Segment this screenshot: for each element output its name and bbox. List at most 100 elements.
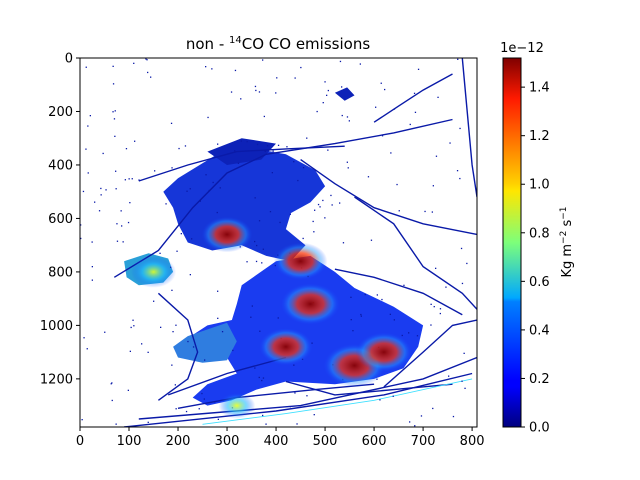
y-tick-label: 0 [65, 52, 73, 67]
speckle [171, 167, 173, 169]
speckle [258, 220, 261, 222]
speckle [160, 326, 162, 328]
speckle [286, 146, 288, 148]
speckle [457, 58, 459, 60]
speckle [207, 116, 209, 119]
speckle [414, 425, 416, 427]
speckle [296, 423, 298, 425]
speckle [254, 367, 256, 369]
speckle [327, 89, 329, 92]
colorbar-label: Kg m−2 s−1 [559, 206, 575, 277]
speckle [294, 77, 296, 79]
speckle [313, 231, 315, 233]
hotspot [130, 256, 177, 288]
speckle [339, 60, 342, 63]
speckle [147, 351, 149, 353]
speckle [91, 279, 93, 281]
speckle [439, 308, 442, 310]
x-tick-label: 800 [460, 434, 485, 449]
shipping-lane-bright [202, 378, 473, 425]
speckle [240, 140, 242, 142]
speckle [261, 379, 263, 382]
speckle [111, 399, 113, 402]
speckle [435, 267, 437, 269]
speckle [431, 211, 433, 213]
speckle [352, 330, 354, 332]
speckle [147, 71, 149, 74]
speckle [82, 190, 85, 193]
speckle [275, 92, 277, 94]
colorbar-ticks: 0.0 0.2 0.4 0.6 0.8 1.0 1.2 1.4 [521, 81, 550, 436]
speckle [250, 316, 252, 318]
speckle [459, 127, 461, 130]
speckle [276, 77, 278, 79]
speckle [433, 306, 435, 308]
speckle [146, 59, 148, 61]
speckle [254, 240, 256, 243]
colorbar-tick-label: 0.8 [529, 226, 550, 241]
speckle [205, 66, 207, 68]
y-tick-label: 600 [48, 212, 73, 227]
speckle [130, 326, 132, 329]
speckle [251, 305, 253, 307]
speckle [297, 179, 299, 182]
speckle [430, 303, 432, 305]
speckle [94, 201, 96, 203]
colorbar-tick-label: 1.0 [529, 178, 550, 193]
speckle [115, 423, 117, 425]
speckle [392, 395, 394, 397]
speckle [437, 96, 439, 98]
landmass-wales [173, 322, 237, 363]
speckle [272, 150, 274, 152]
speckle [313, 414, 315, 416]
speckle [432, 407, 434, 410]
speckle [326, 94, 328, 96]
speckle [122, 241, 124, 243]
speckle [129, 202, 131, 204]
speckle [131, 178, 133, 180]
speckle [370, 239, 373, 241]
speckle [376, 294, 378, 296]
colorbar-gradient [503, 58, 521, 427]
speckle [115, 170, 117, 172]
speckle [379, 399, 381, 401]
speckle [416, 335, 419, 337]
speckle [324, 217, 326, 219]
speckle [87, 125, 89, 127]
speckle [132, 319, 134, 321]
colorbar: 0.0 0.2 0.4 0.6 0.8 1.0 1.2 1.4 1e−12 Kg m−2 s−… [500, 41, 575, 436]
speckle [178, 147, 180, 150]
speckle [128, 178, 130, 180]
speckle [240, 98, 242, 100]
speckle [409, 421, 411, 423]
speckle [184, 145, 187, 147]
speckle [300, 66, 302, 69]
speckle [316, 110, 318, 113]
speckle [111, 382, 113, 384]
speckle [121, 225, 123, 227]
speckle [83, 337, 85, 339]
speckle [401, 334, 403, 337]
speckle [204, 359, 206, 361]
speckle [201, 392, 203, 395]
shipping-lane [373, 73, 453, 123]
speckle [396, 183, 398, 186]
speckle [198, 408, 200, 410]
speckle [165, 203, 167, 205]
speckle [306, 395, 308, 397]
speckle [85, 148, 87, 150]
speckle [261, 262, 263, 264]
x-tick-label: 700 [411, 434, 436, 449]
speckle [133, 62, 135, 64]
speckle [115, 188, 117, 190]
speckle [230, 91, 233, 93]
speckle [221, 331, 224, 333]
speckle [256, 143, 259, 146]
y-tick-label: 800 [48, 265, 73, 280]
speckle [145, 58, 147, 60]
speckle [129, 350, 131, 352]
x-tick-label: 300 [215, 434, 240, 449]
speckle [452, 415, 455, 418]
speckle [393, 108, 396, 110]
speckle [408, 332, 410, 334]
